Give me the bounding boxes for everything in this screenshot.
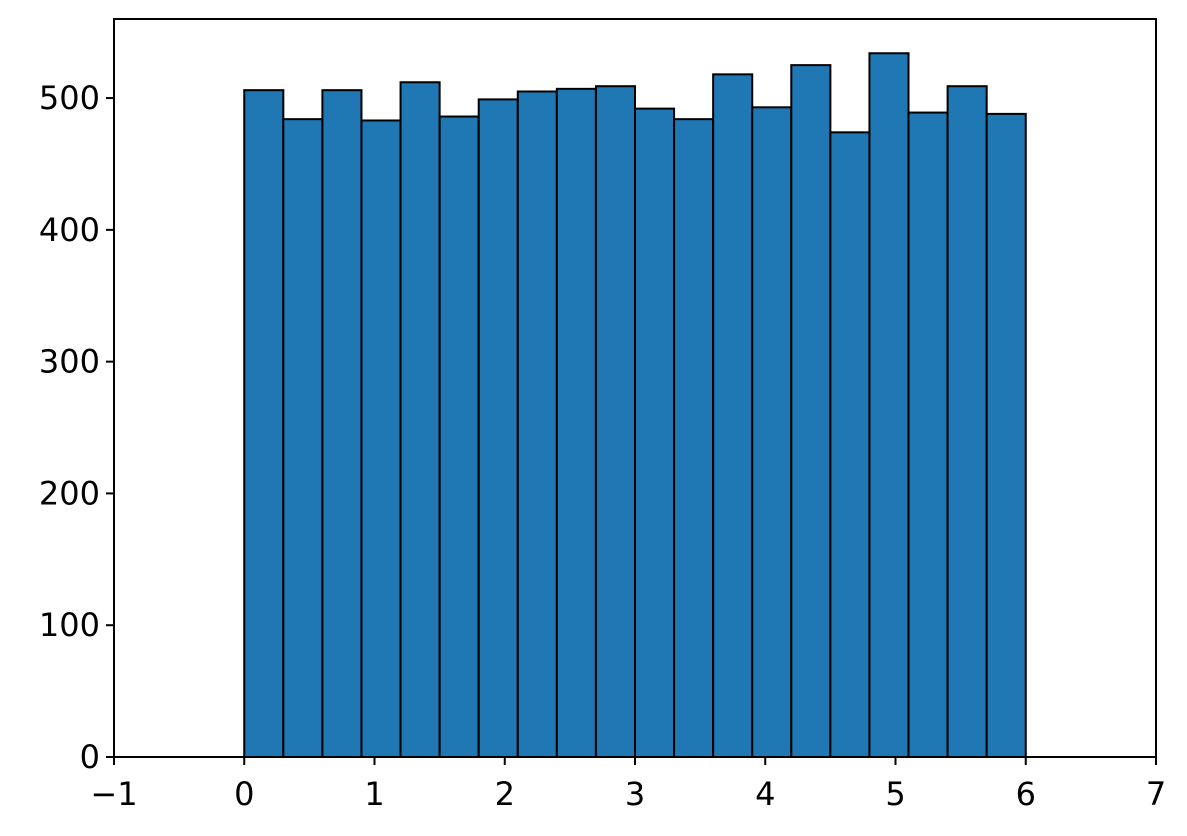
histogram-bar [790,64,832,758]
histogram-bar [868,52,910,759]
x-tick-label: 0 [234,775,254,813]
histogram-bar [751,106,793,758]
histogram-bar [321,89,363,758]
histogram-bar [712,73,754,759]
histogram-bar [985,112,1027,758]
y-tick-label: 100 [39,606,100,644]
histogram-bar [243,89,285,758]
x-tick-label: 4 [755,775,775,813]
histogram-bar [438,115,480,759]
y-tick-label: 500 [39,79,100,117]
x-tick-label: 3 [625,775,645,813]
histogram-bar [907,111,949,758]
histogram-bar [946,85,988,759]
x-tick-label: −1 [90,775,137,813]
y-tick-label: 400 [39,211,100,249]
histogram-bar [594,85,636,759]
histogram-bar [516,90,558,759]
x-tick-label: 5 [885,775,905,813]
x-tick-label: 1 [364,775,384,813]
y-tick-label: 300 [39,343,100,381]
y-axis-ticks: 0 100 200 300 400 500 [39,79,114,776]
y-tick-label: 0 [80,738,100,776]
histogram-bar [829,131,871,759]
histogram-bar [360,119,402,759]
y-tick-label: 200 [39,474,100,512]
histogram-bar [634,107,676,759]
x-tick-label: 7 [1146,775,1166,813]
histogram-bar [555,87,597,758]
histogram-bar [477,98,519,758]
x-tick-label: 6 [1016,775,1036,813]
histogram-bar [399,81,441,758]
x-axis-ticks: −1 0 1 2 3 4 5 6 7 [90,757,1166,813]
histogram-bar [282,118,324,758]
x-tick-label: 2 [495,775,515,813]
plot-frame [113,18,1157,758]
bars-group [243,52,1027,759]
histogram-bar [673,118,715,758]
